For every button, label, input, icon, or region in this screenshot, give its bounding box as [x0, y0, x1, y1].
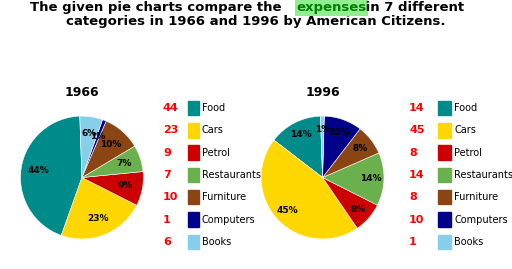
Wedge shape	[323, 129, 379, 178]
Text: Petrol: Petrol	[454, 148, 482, 158]
Text: Books: Books	[202, 237, 231, 247]
Text: Cars: Cars	[202, 125, 224, 135]
Bar	[188, 168, 199, 182]
Bar	[438, 101, 451, 115]
Text: 7: 7	[163, 170, 170, 180]
Text: 1%: 1%	[315, 125, 330, 134]
Bar	[188, 123, 199, 138]
Text: 10: 10	[409, 214, 424, 225]
Wedge shape	[82, 121, 135, 178]
Text: 45%: 45%	[277, 206, 298, 215]
Text: Books: Books	[454, 237, 483, 247]
Text: 10: 10	[163, 192, 178, 202]
Text: 14%: 14%	[290, 130, 311, 139]
Text: 1: 1	[163, 214, 170, 225]
Text: 1: 1	[409, 237, 417, 247]
Text: Food: Food	[202, 103, 225, 113]
Wedge shape	[61, 178, 137, 239]
Text: 1%: 1%	[91, 132, 105, 141]
Wedge shape	[20, 116, 82, 235]
Text: 44%: 44%	[27, 166, 49, 175]
Text: in 7 different: in 7 different	[360, 1, 464, 14]
Text: 9%: 9%	[118, 181, 133, 190]
Text: 45: 45	[409, 125, 424, 135]
Text: 23: 23	[163, 125, 178, 135]
Bar	[188, 190, 199, 204]
Bar	[188, 235, 199, 249]
Text: 10%: 10%	[328, 128, 349, 137]
Text: Furniture: Furniture	[202, 192, 246, 202]
Bar	[188, 146, 199, 160]
Bar	[188, 101, 199, 115]
Text: 8%: 8%	[351, 205, 366, 214]
Text: Restaurants: Restaurants	[454, 170, 512, 180]
Bar	[438, 212, 451, 227]
Bar	[438, 168, 451, 182]
Wedge shape	[261, 140, 357, 239]
Wedge shape	[82, 120, 106, 178]
Title: 1966: 1966	[65, 86, 99, 99]
Wedge shape	[323, 116, 360, 178]
Bar	[438, 235, 451, 249]
Text: categories in 1966 and 1996 by American Citizens.: categories in 1966 and 1996 by American …	[66, 15, 446, 28]
Wedge shape	[82, 172, 143, 205]
Text: 9: 9	[163, 148, 171, 158]
Text: Computers: Computers	[202, 214, 255, 225]
Text: 44: 44	[163, 103, 179, 113]
Text: Furniture: Furniture	[454, 192, 498, 202]
Text: Computers: Computers	[454, 214, 508, 225]
Text: 23%: 23%	[88, 214, 109, 223]
Text: 6: 6	[163, 237, 171, 247]
Text: 8: 8	[409, 192, 417, 202]
Text: expenses: expenses	[296, 1, 367, 14]
Title: 1996: 1996	[305, 86, 340, 99]
Bar	[438, 190, 451, 204]
Text: 14: 14	[409, 103, 425, 113]
Text: 10%: 10%	[100, 140, 122, 149]
Text: 6%: 6%	[81, 129, 96, 138]
Text: Cars: Cars	[454, 125, 476, 135]
Bar	[438, 146, 451, 160]
Text: 14%: 14%	[359, 174, 381, 183]
Text: 8: 8	[409, 148, 417, 158]
Bar	[188, 212, 199, 227]
Text: 7%: 7%	[116, 159, 132, 168]
Wedge shape	[82, 146, 143, 178]
Text: 14: 14	[409, 170, 425, 180]
Bar	[438, 123, 451, 138]
Text: Petrol: Petrol	[202, 148, 230, 158]
Wedge shape	[274, 116, 323, 178]
Text: Food: Food	[454, 103, 477, 113]
Text: 8%: 8%	[353, 144, 368, 153]
Wedge shape	[80, 116, 102, 178]
Wedge shape	[323, 178, 377, 228]
Wedge shape	[323, 153, 384, 205]
Text: The given pie charts compare the expenses in 7 different: The given pie charts compare the expense…	[41, 1, 471, 14]
Text: Restaurants: Restaurants	[202, 170, 261, 180]
Wedge shape	[321, 116, 324, 178]
Text: The given pie charts compare the: The given pie charts compare the	[31, 1, 287, 14]
